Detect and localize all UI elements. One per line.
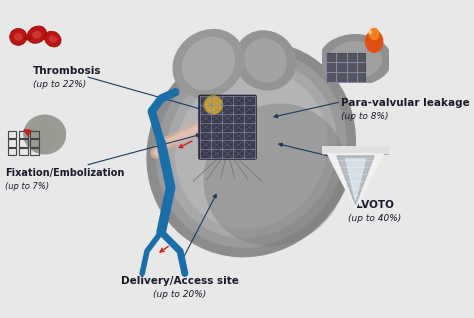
Ellipse shape [319,34,392,86]
Ellipse shape [365,30,383,53]
Text: Delivery/Access site: Delivery/Access site [121,276,239,286]
Ellipse shape [26,121,57,152]
Ellipse shape [14,33,23,41]
Ellipse shape [368,30,372,35]
Ellipse shape [173,29,245,98]
Text: Para-valvular leakage: Para-valvular leakage [341,98,470,108]
Text: LVOTO: LVOTO [356,200,393,210]
Ellipse shape [235,30,296,91]
Ellipse shape [204,95,223,114]
Ellipse shape [369,28,379,40]
Ellipse shape [49,36,57,43]
Text: (up to 20%): (up to 20%) [154,290,207,299]
Polygon shape [337,156,374,205]
Ellipse shape [27,26,46,43]
Ellipse shape [203,103,346,246]
Text: (up to 8%): (up to 8%) [341,112,389,121]
Polygon shape [346,159,365,200]
Ellipse shape [175,70,328,229]
FancyBboxPatch shape [199,95,256,159]
Ellipse shape [146,42,356,257]
Ellipse shape [24,35,33,40]
Text: (up to 40%): (up to 40%) [348,214,401,223]
Text: Fixation/Embolization: Fixation/Embolization [5,168,124,178]
Ellipse shape [23,114,66,155]
Ellipse shape [156,51,346,248]
Ellipse shape [329,41,382,78]
Text: (up to 7%): (up to 7%) [5,182,49,191]
Ellipse shape [45,31,61,47]
Ellipse shape [244,38,287,83]
Ellipse shape [165,61,337,238]
Ellipse shape [9,28,27,45]
Ellipse shape [182,37,235,90]
Polygon shape [328,154,383,209]
Text: Thrombosis: Thrombosis [33,66,102,76]
FancyBboxPatch shape [326,53,365,81]
Ellipse shape [32,31,42,38]
FancyBboxPatch shape [322,146,389,154]
Text: (up to 22%): (up to 22%) [33,80,86,89]
